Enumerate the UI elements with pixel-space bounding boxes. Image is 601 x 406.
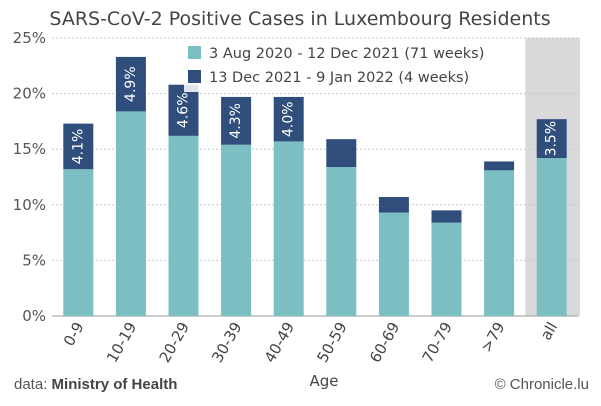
bar-period1 <box>115 111 146 316</box>
bar-period2 <box>221 96 252 145</box>
bar-value-label: 4.9% <box>123 66 139 102</box>
bar-period2 <box>115 56 146 112</box>
bar-period2 <box>378 197 409 213</box>
x-tick-label: 20-29 <box>156 319 193 366</box>
bar-period1 <box>168 135 199 316</box>
bar-period1 <box>273 141 304 316</box>
x-axis-label: Age <box>309 372 338 390</box>
bar-period2 <box>168 84 199 136</box>
y-tick-label: 25% <box>13 29 46 47</box>
bar-period2 <box>326 139 357 167</box>
bar-period2 <box>273 96 304 142</box>
y-tick-label: 5% <box>22 251 46 269</box>
bar-period2 <box>536 119 567 159</box>
bar-value-label: 3.5% <box>544 121 560 157</box>
y-tick-label: 0% <box>22 307 46 325</box>
bar-period1 <box>431 222 462 316</box>
x-tick-label: 40-49 <box>261 319 298 366</box>
bar-value-label: 4.0% <box>281 101 297 137</box>
source-name: Ministry of Health <box>51 376 178 393</box>
y-tick-label: 20% <box>13 85 46 103</box>
bar-period2 <box>431 210 462 223</box>
legend-swatch <box>188 46 201 59</box>
x-tick-label: 0-9 <box>60 319 88 349</box>
bar-period1 <box>221 144 252 316</box>
y-tick-label: 15% <box>13 140 46 158</box>
legend-background <box>184 40 502 92</box>
x-tick-label: 50-59 <box>313 319 350 366</box>
bar-period1 <box>326 166 357 316</box>
x-tick-label: all <box>537 319 561 343</box>
x-tick-label: 60-69 <box>366 319 403 366</box>
legend-label: 13 Dec 2021 - 9 Jan 2022 (4 weeks) <box>209 70 469 86</box>
bar-value-label: 4.3% <box>228 103 244 139</box>
x-tick-label: 10-19 <box>103 319 140 366</box>
bar-period1 <box>536 158 567 316</box>
chart-title: SARS-CoV-2 Positive Cases in Luxembourg … <box>49 8 550 30</box>
bar-period1 <box>484 170 515 316</box>
legend-swatch <box>188 70 201 83</box>
legend-label: 3 Aug 2020 - 12 Dec 2021 (71 weeks) <box>209 46 484 62</box>
source-prefix: data: <box>14 376 48 393</box>
bar-period1 <box>378 212 409 316</box>
x-tick-label: 30-39 <box>208 319 245 366</box>
credit-note: © Chronicle.lu <box>494 376 589 393</box>
bar-value-label: 4.1% <box>70 129 86 165</box>
source-note: data: Ministry of Health <box>14 376 177 393</box>
bar-period1 <box>63 169 94 316</box>
bar-period2 <box>63 123 94 170</box>
bar-value-label: 4.6% <box>176 92 192 128</box>
x-tick-label: >79 <box>477 319 508 355</box>
y-tick-label: 10% <box>13 196 46 214</box>
x-tick-label: 70-79 <box>419 319 456 366</box>
bar-period2 <box>484 161 515 171</box>
